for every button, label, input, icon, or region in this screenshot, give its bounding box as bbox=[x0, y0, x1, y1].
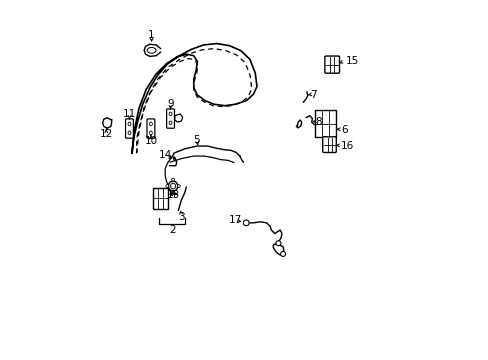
Text: 12: 12 bbox=[100, 129, 113, 139]
Text: 5: 5 bbox=[193, 135, 200, 145]
Ellipse shape bbox=[170, 183, 175, 189]
Ellipse shape bbox=[149, 131, 152, 135]
Text: 14: 14 bbox=[159, 150, 172, 160]
Text: 15: 15 bbox=[345, 57, 358, 66]
FancyBboxPatch shape bbox=[125, 119, 133, 138]
Text: 1: 1 bbox=[148, 30, 155, 40]
FancyBboxPatch shape bbox=[147, 119, 155, 138]
FancyBboxPatch shape bbox=[324, 56, 339, 73]
Text: 10: 10 bbox=[144, 136, 157, 146]
Text: 13: 13 bbox=[166, 190, 179, 200]
Circle shape bbox=[275, 241, 281, 246]
Ellipse shape bbox=[169, 112, 172, 116]
Text: 16: 16 bbox=[340, 141, 353, 151]
Text: 4: 4 bbox=[169, 189, 176, 199]
Text: 2: 2 bbox=[169, 225, 175, 235]
Ellipse shape bbox=[177, 185, 180, 188]
Polygon shape bbox=[175, 114, 183, 122]
Polygon shape bbox=[102, 118, 111, 128]
Text: 17: 17 bbox=[228, 215, 242, 225]
Bar bbox=[315, 111, 335, 137]
Ellipse shape bbox=[171, 191, 174, 194]
Ellipse shape bbox=[171, 178, 174, 181]
FancyBboxPatch shape bbox=[322, 137, 336, 153]
Ellipse shape bbox=[168, 181, 177, 191]
Bar bbox=[153, 188, 168, 208]
Text: 7: 7 bbox=[309, 90, 316, 100]
Ellipse shape bbox=[128, 122, 131, 126]
Circle shape bbox=[243, 220, 248, 226]
Text: 8: 8 bbox=[314, 117, 321, 127]
Text: 3: 3 bbox=[178, 212, 184, 222]
Text: 11: 11 bbox=[122, 109, 136, 119]
Circle shape bbox=[280, 251, 285, 256]
Ellipse shape bbox=[149, 122, 152, 126]
Polygon shape bbox=[144, 44, 160, 57]
Polygon shape bbox=[296, 120, 301, 128]
Ellipse shape bbox=[169, 121, 172, 125]
Ellipse shape bbox=[128, 131, 131, 135]
FancyBboxPatch shape bbox=[166, 109, 174, 128]
Text: 6: 6 bbox=[340, 125, 347, 135]
Text: 9: 9 bbox=[167, 99, 174, 109]
Ellipse shape bbox=[147, 48, 156, 53]
Ellipse shape bbox=[165, 185, 168, 188]
